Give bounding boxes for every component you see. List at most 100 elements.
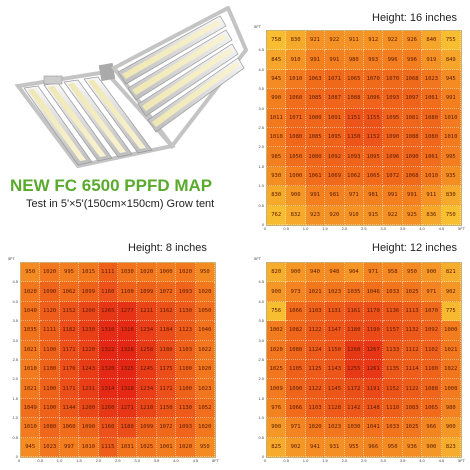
x-tick-label: 0.5 xyxy=(283,226,289,231)
ppfd-cell: 1325 xyxy=(117,359,138,380)
ppfd-cell: 966 xyxy=(363,437,384,457)
y-tick-label: 1.0 xyxy=(258,183,264,189)
ppfd-cell: 1088 xyxy=(422,379,442,399)
ppfd-cell: 1023 xyxy=(325,282,345,302)
ppfd-cell: 758 xyxy=(267,31,287,51)
x-tick-label: 2.0 xyxy=(95,458,102,463)
ppfd-cell: 1144 xyxy=(59,398,80,419)
ppfd-cell: 1022 xyxy=(195,340,215,360)
ppfd-cell: 1010 xyxy=(286,69,306,90)
ppfd-cell: 1090 xyxy=(402,147,423,167)
x-tick-label: 3.0 xyxy=(380,226,386,231)
x-tick-label: 2.0 xyxy=(341,226,348,231)
ppfd-cell: 1100 xyxy=(176,379,196,399)
ppfd-cell: 1090 xyxy=(40,282,60,302)
ppfd-cell: 1112 xyxy=(402,340,423,360)
ppfd-cell: 1124 xyxy=(305,340,326,360)
ppfd-cell: 950 xyxy=(402,263,423,283)
x-tick-label: 0.5 xyxy=(37,458,43,463)
y-tick-label: 3.0 xyxy=(258,337,264,343)
ppfd-cell: 919 xyxy=(422,50,442,70)
ppfd-cell: 958 xyxy=(383,263,403,283)
ppfd-cell: 1025 xyxy=(267,359,287,380)
ppfd-cell: 973 xyxy=(286,282,306,302)
y-tick-label: 1.0 xyxy=(258,415,264,421)
ppfd-cell: 1211 xyxy=(137,301,157,322)
ppfd-cell: 1065 xyxy=(363,166,384,187)
ppfd-cell: 1125 xyxy=(305,359,326,380)
y-tick-label: 1.5 xyxy=(258,395,264,401)
ppfd-cell: 971 xyxy=(286,418,306,438)
ppfd-cell: 1170 xyxy=(363,301,384,322)
ppfd-cell: 1020 xyxy=(137,263,157,283)
ppfd-cell: 840 xyxy=(422,31,442,51)
ppfd-cell: 1023 xyxy=(195,379,215,399)
ppfd-cell: 922 xyxy=(325,31,345,51)
ppfd-cell: 1021 xyxy=(441,340,461,360)
ppfd-cell: 1175 xyxy=(156,359,177,380)
ppfd-cell: 1132 xyxy=(402,321,423,341)
x-tick-label: 1.0 xyxy=(302,226,309,231)
ppfd-cell: 948 xyxy=(325,263,345,283)
ppfd-cell: 1128 xyxy=(325,398,345,419)
ppfd-cell: 1070 xyxy=(383,69,403,90)
y-tick-label: 4.0 xyxy=(258,66,264,72)
ppfd-cell: 980 xyxy=(344,50,364,70)
ppfd-cell: 991 xyxy=(441,89,461,109)
ppfd-cell: 1066 xyxy=(286,301,306,322)
ppfd-cell: 1261 xyxy=(363,359,384,380)
ppfd-cell: 1231 xyxy=(79,379,99,399)
ppfd-cell: 1010 xyxy=(441,127,461,148)
ppfd-cell: 1143 xyxy=(325,359,345,380)
ppfd-cell: 1011 xyxy=(267,108,287,128)
ppfd-cell: 945 xyxy=(21,437,41,457)
ppfd-cell: 1267 xyxy=(363,340,384,360)
ppfd-cell: 1160 xyxy=(98,282,118,302)
ppfd-cell: 1150 xyxy=(325,340,345,360)
y-tick-label: 2.0 xyxy=(258,376,264,382)
ppfd-cell: 830 xyxy=(267,186,287,206)
ppfd-cell: 1061 xyxy=(422,89,442,109)
ppfd-cell: 1000 xyxy=(156,263,177,283)
ppfd-cell: 1258 xyxy=(137,340,157,360)
ppfd-cell: 1123 xyxy=(176,321,196,341)
ppfd-cell: 1092 xyxy=(325,147,345,167)
ppfd-cell: 990 xyxy=(267,89,287,109)
ppfd-cell: 902 xyxy=(441,282,461,302)
x-tick-label: 4.0 xyxy=(419,226,425,231)
ppfd-cell: 1010 xyxy=(21,359,41,380)
left-bar-group xyxy=(23,76,153,166)
ppfd-cell: 1182 xyxy=(59,321,80,341)
ppfd-cell: 900 xyxy=(267,418,287,438)
x-tick-label: 3.5 xyxy=(399,226,406,231)
ppfd-map-16in: 758 830 921 922 911 912 922 926 840 755 845 910 991 9… xyxy=(266,30,462,226)
ppfd-cell: 1063 xyxy=(305,69,326,90)
ppfd-cell: 1133 xyxy=(383,340,403,360)
ppfd-cell: 1147 xyxy=(325,321,345,341)
x-tick-label: 0.5 xyxy=(283,458,289,463)
ppfd-cell: 1083 xyxy=(402,398,423,419)
x-tick-label: 4.5 xyxy=(192,458,199,463)
ppfd-cell: 1090 xyxy=(79,418,99,438)
ppfd-cell: 1069 xyxy=(325,166,345,187)
ppfd-cell: 825 xyxy=(267,437,287,457)
y-tick-label: 2.0 xyxy=(12,376,18,382)
ppfd-cell: 981 xyxy=(363,186,384,206)
ppfd-cell: 1023 xyxy=(325,418,345,438)
x-tick-label: 4.0 xyxy=(419,458,425,463)
ppfd-cell: 1162 xyxy=(156,301,177,322)
ppfd-cell: 1049 xyxy=(21,398,41,419)
x-tick-label: 5FT xyxy=(458,226,466,231)
ppfd-cell: 1068 xyxy=(402,166,423,187)
x-tick-label: 3.5 xyxy=(153,458,160,463)
x-tick-label: 1.5 xyxy=(322,458,328,463)
y-tick-label: 2.5 xyxy=(258,125,264,130)
x-tick-label: 3.0 xyxy=(380,458,386,463)
ppfd-cell: 1091 xyxy=(325,108,345,128)
ppfd-cell: 1110 xyxy=(383,398,403,419)
ppfd-cell: 993 xyxy=(363,50,384,70)
ppfd-cell: 1072 xyxy=(156,282,177,302)
height-label-8: Height: 8 inches xyxy=(128,242,207,254)
y-tick-label: 3.5 xyxy=(258,318,264,324)
ppfd-cell: 1093 xyxy=(176,418,196,438)
